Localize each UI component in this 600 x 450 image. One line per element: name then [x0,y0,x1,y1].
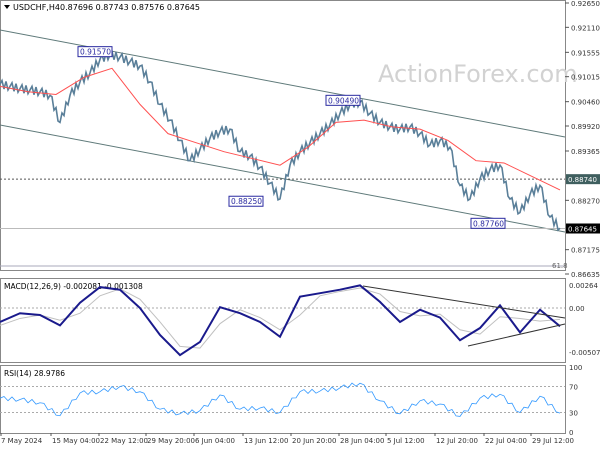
swing-label-box [228,195,264,207]
ohlc-readout: 0.87696 0.87743 0.87576 0.87645 [60,3,200,12]
rsi-line [0,382,561,417]
x-tick-label: 29 Jul 12:00 [532,437,574,445]
rsi-layer: 100 70 30 0 [0,364,582,437]
rsi-tick-label: 0 [569,429,573,437]
y-tick-label: 0.89920 [571,123,600,131]
rsi-title: RSI(14) 28.9786 [4,369,65,378]
x-tick-label: 7 May 2024 [1,437,43,445]
macd-title: MACD(12,26,9) -0.002081 -0.001308 [4,282,143,291]
dropdown-triangle-icon[interactable] [4,5,10,9]
main-panel-header: USDCHF,H4 0.87696 0.87743 0.87576 0.8764… [4,3,200,12]
x-tick-label: 28 Jun 04:00 [340,437,384,445]
y-tick-label: 0.91015 [571,74,600,82]
y-tick-label: 0.88270 [571,197,600,205]
level-price-label: 0.88740 [568,176,597,184]
y-tick-label: 0.91555 [571,49,600,57]
macd-tick-label: 0.00 [569,305,585,313]
current-price-box [566,223,600,234]
symbol-title: USDCHF,H4 [13,3,60,12]
y-tick-label: 0.90460 [571,99,600,107]
swing-label: 0.87760 [473,219,504,228]
price-axis: 0.92650 0.92110 0.91555 0.91015 0.90460 0.899… [565,0,600,279]
x-tick-label: 15 May 04:00 [52,437,100,445]
x-tick-label: 12 Jul 20:00 [436,437,478,445]
rsi-tick-label: 100 [569,364,582,372]
macd-tick-label: 0.00264 [569,282,598,290]
level-price-box [566,174,600,185]
price-annotations: 0.91570 0.90490 0.88250 0.87760 [77,46,506,229]
x-tick-label: 22 May 12:00 [100,437,148,445]
x-tick-label: 29 May 20:00 [147,437,195,445]
macd-lower-trendline [467,323,566,347]
x-tick-label: 22 Jul 04:00 [485,437,527,445]
rsi-tick-label: 30 [569,410,578,418]
watermark: ActionForex.com [378,60,578,88]
channel-lower-line [0,124,566,233]
price-series [0,49,561,232]
macd-line [0,284,561,357]
swing-label: 0.88250 [231,197,262,206]
y-tick-label: 0.92650 [571,0,600,8]
y-tick-label: 0.92110 [571,24,600,32]
macd-layer: 0.00264 0.00 -0.005077 [0,282,600,357]
macd-tick-label: -0.005077 [569,349,600,357]
swing-label: 0.90490 [328,96,359,105]
moving-average-line [0,67,561,191]
x-tick-label: 5 Jul 12:00 [387,437,425,445]
swing-label: 0.91570 [80,48,111,57]
macd-signal-line [0,287,561,349]
y-tick-label: 0.89365 [571,148,600,156]
swing-label-box [77,46,113,58]
y-tick-label: 0.86635 [571,271,600,279]
swing-label-box [325,94,361,106]
x-tick-label: 13 Jun 12:00 [244,437,288,445]
swing-label-box [470,217,506,229]
rsi-tick-label: 70 [569,384,578,392]
macd-upper-trendline [362,285,566,319]
fib-label: 61.8 [552,262,568,270]
current-price-label: 0.87645 [568,225,597,233]
panel-frames [0,0,566,434]
y-tick-label: 0.87175 [571,247,600,255]
x-tick-label: 6 Jun 04:00 [195,437,235,445]
x-tick-label: 20 Jun 20:00 [292,437,336,445]
